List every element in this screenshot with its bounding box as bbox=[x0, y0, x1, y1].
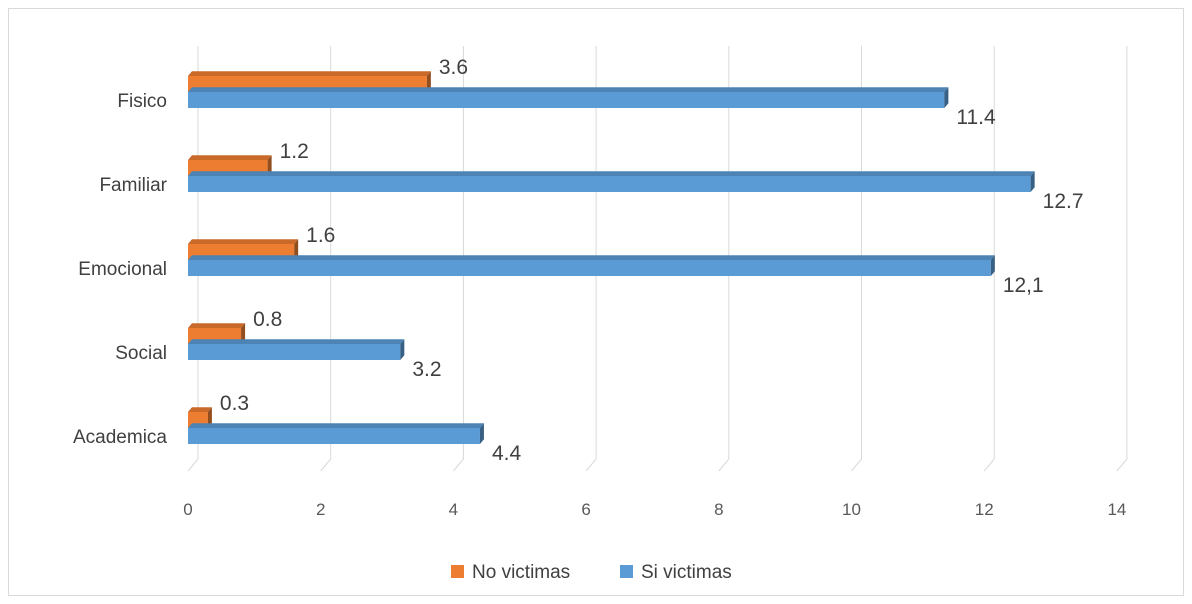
x-tick-label-10: 10 bbox=[842, 500, 861, 519]
bar-top-face bbox=[188, 239, 299, 244]
bar-chart: Academica Social Emocional Familiar Fisico 0… bbox=[73, 46, 1128, 583]
bar-side-face bbox=[1030, 171, 1035, 192]
bar-side-face bbox=[426, 71, 431, 92]
bars bbox=[188, 71, 1035, 444]
data-label-no-victimas-fisico: 3.6 bbox=[439, 56, 468, 79]
bar-top-face bbox=[188, 407, 212, 412]
data-label-si-victimas-academica: 4.4 bbox=[492, 442, 522, 465]
bar-top-face bbox=[188, 87, 949, 92]
bar-front-face bbox=[188, 428, 480, 444]
data-label-si-victimas-emocional: 12,1 bbox=[1003, 274, 1044, 297]
gridline-floor-12 bbox=[983, 458, 995, 472]
bar-front-face bbox=[188, 344, 401, 360]
category-label-academica: Academica bbox=[73, 427, 167, 448]
data-labels: 0.3 4.4 0.8 3.2 1.6 12,1 1.2 12.7 3.6 11.4 bbox=[220, 56, 1084, 465]
bar-side-face bbox=[990, 255, 995, 276]
gridline-floor-2 bbox=[320, 458, 332, 472]
legend-swatch-si-victimas bbox=[620, 565, 633, 578]
bar-front-face bbox=[188, 92, 945, 108]
data-label-no-victimas-familiar: 1.2 bbox=[280, 140, 309, 163]
category-labels: Academica Social Emocional Familiar Fisico bbox=[73, 91, 168, 448]
bar-top-face bbox=[188, 323, 246, 328]
x-tick-label-6: 6 bbox=[581, 500, 590, 519]
x-tick-label-4: 4 bbox=[449, 500, 458, 519]
category-label-emocional: Emocional bbox=[78, 259, 167, 280]
x-tick-label-2: 2 bbox=[316, 500, 325, 519]
category-label-fisico: Fisico bbox=[117, 91, 167, 112]
category-label-social: Social bbox=[115, 343, 167, 364]
bar-top-face bbox=[188, 71, 431, 76]
x-tick-labels: 0 2 4 6 8 10 12 14 bbox=[183, 500, 1126, 519]
legend: No victimas Si victimas bbox=[451, 562, 732, 583]
gridline-floor-6 bbox=[585, 458, 597, 472]
gridlines bbox=[187, 46, 1128, 472]
bar-front-face bbox=[188, 176, 1031, 192]
bar-front-face bbox=[188, 260, 991, 276]
legend-label-si-victimas: Si victimas bbox=[641, 562, 732, 583]
bar-top-face bbox=[188, 339, 405, 344]
data-label-si-victimas-familiar: 12.7 bbox=[1043, 190, 1084, 213]
bar-side-face bbox=[294, 239, 299, 260]
bar-si-victimas-academica bbox=[188, 423, 484, 444]
legend-label-no-victimas: No victimas bbox=[472, 562, 570, 583]
gridline-floor-14 bbox=[1116, 458, 1128, 472]
bar-side-face bbox=[267, 155, 272, 176]
x-tick-label-0: 0 bbox=[183, 500, 192, 519]
gridline-floor-10 bbox=[851, 458, 862, 472]
bar-side-face bbox=[241, 323, 246, 344]
data-label-si-victimas-social: 3.2 bbox=[412, 358, 441, 381]
category-label-familiar: Familiar bbox=[99, 175, 167, 196]
gridline-floor-4 bbox=[453, 458, 464, 472]
data-label-no-victimas-emocional: 1.6 bbox=[306, 224, 335, 247]
x-tick-label-8: 8 bbox=[714, 500, 723, 519]
gridline-floor-8 bbox=[718, 458, 730, 472]
bar-top-face bbox=[188, 255, 995, 260]
x-tick-label-12: 12 bbox=[975, 500, 994, 519]
legend-swatch-no-victimas bbox=[451, 565, 464, 578]
bar-si-victimas-fisico bbox=[188, 87, 949, 108]
bar-side-face bbox=[400, 339, 405, 360]
bar-side-face bbox=[479, 423, 484, 444]
chart-area: Academica Social Emocional Familiar Fisico 0… bbox=[8, 8, 1184, 596]
bar-side-face bbox=[207, 407, 212, 428]
bar-si-victimas-emocional bbox=[188, 255, 995, 276]
data-label-no-victimas-academica: 0.3 bbox=[220, 392, 249, 415]
data-label-si-victimas-fisico: 11.4 bbox=[956, 106, 996, 129]
bar-si-victimas-familiar bbox=[188, 171, 1035, 192]
bar-top-face bbox=[188, 423, 484, 428]
bar-top-face bbox=[188, 155, 272, 160]
x-tick-label-14: 14 bbox=[1107, 500, 1126, 519]
bar-side-face bbox=[944, 87, 949, 108]
bar-top-face bbox=[188, 171, 1035, 176]
data-label-no-victimas-social: 0.8 bbox=[253, 308, 282, 331]
gridline-floor-0 bbox=[187, 458, 199, 472]
bar-si-victimas-social bbox=[188, 339, 405, 360]
